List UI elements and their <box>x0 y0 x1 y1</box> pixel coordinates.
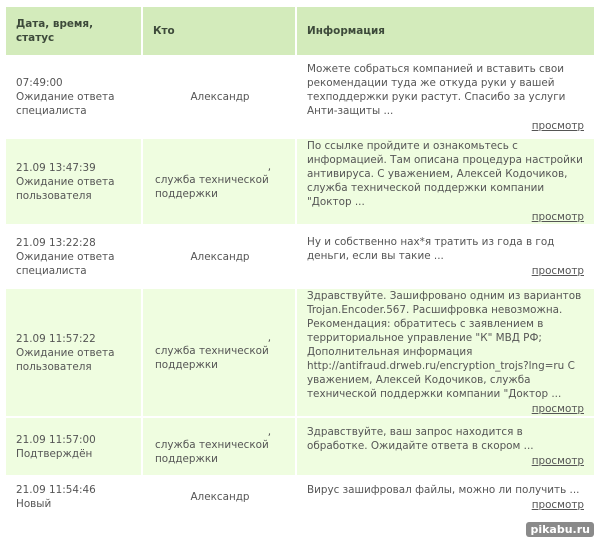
date-status-cell: 21.09 11:57:22 Ожидание ответа пользовате… <box>6 289 141 416</box>
table-row: 21.09 11:57:22 Ожидание ответа пользовате… <box>6 289 594 416</box>
table-row: 07:49:00 Ожидание ответа специалиста Алекс… <box>6 57 594 137</box>
info-cell: Здравствуйте, ваш запрос находится в обр… <box>297 418 594 475</box>
who-cell: , служба технической поддержки <box>143 139 295 224</box>
info-cell: Ну и собственно нах*я тратить из года в … <box>297 226 594 287</box>
datetime: 21.09 13:22:28 <box>16 236 96 249</box>
comma: , <box>267 427 271 438</box>
status: Ожидание ответа специалиста <box>16 91 115 117</box>
status: Новый <box>16 498 52 510</box>
table-row: 21.09 13:22:28 Ожидание ответа специалист… <box>6 226 594 287</box>
info-cell: Вирус зашифровал файлы, можно ли получит… <box>297 477 594 517</box>
header-date: Дата, время, статус <box>6 7 141 55</box>
info-text: Вирус зашифровал файлы, можно ли получит… <box>307 483 580 496</box>
info-cell: Можете собраться компанией и вставить св… <box>297 57 594 137</box>
date-status-cell: 21.09 13:22:28 Ожидание ответа специалист… <box>6 226 141 287</box>
tickets-table: Дата, время, статус Кто Информация 07:49… <box>4 5 596 519</box>
info-text: Можете собраться компанией и вставить св… <box>307 62 566 117</box>
table-header: Дата, время, статус Кто Информация <box>6 7 594 55</box>
view-link[interactable]: просмотр <box>531 455 584 467</box>
header-info: Информация <box>297 7 594 55</box>
date-status-cell: 21.09 13:47:39 Ожидание ответа пользовате… <box>6 139 141 224</box>
who-cell: , служба технической поддержки <box>143 418 295 475</box>
who-cell: Александр <box>143 226 295 287</box>
table-row: 21.09 11:57:00 Подтверждён, служба техниче… <box>6 418 594 475</box>
view-link[interactable]: просмотр <box>531 403 584 415</box>
date-status-cell: 21.09 11:57:00 Подтверждён <box>6 418 141 475</box>
watermark-row: pikabu.ru <box>0 519 600 537</box>
view-link[interactable]: просмотр <box>531 211 584 223</box>
view-link[interactable]: просмотр <box>531 498 584 511</box>
datetime: 21.09 11:57:22 <box>16 332 96 345</box>
who-cell: Александр <box>143 477 295 517</box>
date-status-cell: 21.09 11:54:46 Новый <box>6 477 141 517</box>
info-text: По ссылке пройдите и ознакомьтесь с инфо… <box>307 140 583 208</box>
status: Ожидание ответа пользователя <box>16 346 115 373</box>
watermark-logo: pikabu.ru <box>526 522 594 537</box>
view-link[interactable]: просмотр <box>531 265 584 277</box>
info-cell: По ссылке пройдите и ознакомьтесь с инфо… <box>297 139 594 224</box>
who: Александр <box>190 491 250 503</box>
who-cell: Александр <box>143 57 295 137</box>
who-cell: , служба технической поддержки <box>143 289 295 416</box>
who: Александр <box>190 250 250 263</box>
info-text: Ну и собственно нах*я тратить из года в … <box>307 236 555 262</box>
comma: , <box>267 333 271 344</box>
datetime: 21.09 11:57:00 <box>16 433 96 446</box>
header-who: Кто <box>143 7 295 55</box>
status: Ожидание ответа пользователя <box>16 175 115 202</box>
info-cell: Здравствуйте. Зашифровано одним из вариа… <box>297 289 594 416</box>
who: служба технической поддержки <box>155 345 269 371</box>
who: Александр <box>190 91 250 103</box>
who: служба технической поддержки <box>155 439 269 465</box>
info-text: Здравствуйте. Зашифровано одним из вариа… <box>307 290 582 400</box>
table-row: 21.09 13:47:39 Ожидание ответа пользовате… <box>6 139 594 224</box>
view-link[interactable]: просмотр <box>531 119 584 132</box>
comma: , <box>267 162 271 173</box>
datetime: 21.09 11:54:46 <box>16 484 96 496</box>
datetime: 07:49:00 <box>16 77 63 89</box>
who: служба технической поддержки <box>155 174 269 200</box>
table-row: 21.09 11:54:46 Новый Александр Вирус зашифр… <box>6 477 594 517</box>
status: Ожидание ответа специалиста <box>16 250 115 277</box>
info-text: Здравствуйте, ваш запрос находится в обр… <box>307 426 534 452</box>
datetime: 21.09 13:47:39 <box>16 161 96 174</box>
date-status-cell: 07:49:00 Ожидание ответа специалиста <box>6 57 141 137</box>
status: Подтверждён <box>16 447 93 460</box>
